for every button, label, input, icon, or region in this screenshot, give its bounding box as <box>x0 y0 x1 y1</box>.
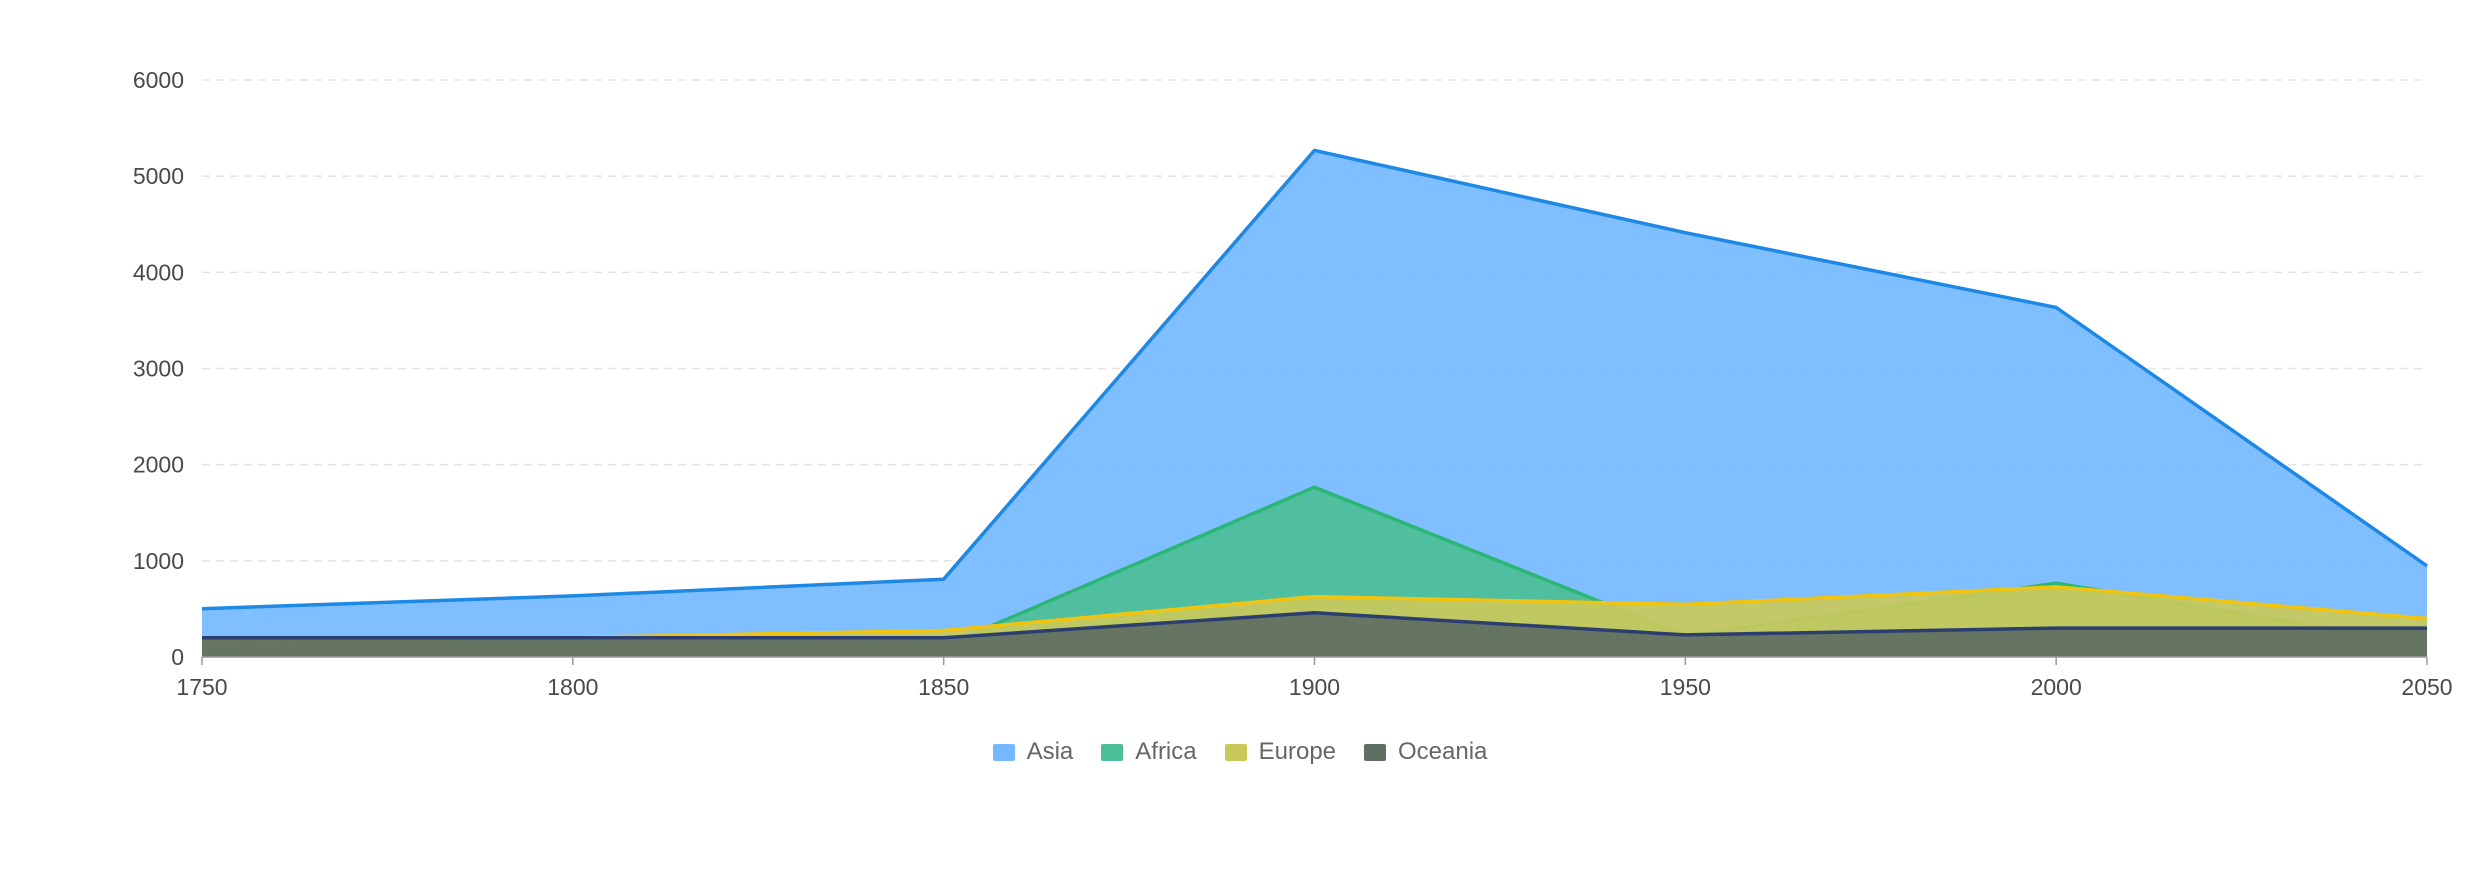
y-tick-label: 6000 <box>133 67 184 93</box>
legend-swatch <box>1224 743 1247 761</box>
x-tick-label: 1800 <box>547 674 598 700</box>
legend: Asia Africa Europe Oceania <box>0 738 2480 766</box>
x-tick-label: 2000 <box>2031 674 2082 700</box>
legend-label: Oceania <box>1398 738 1488 765</box>
series-area-asia <box>202 150 2427 657</box>
series-line-asia <box>201 148 2429 611</box>
legend-swatch <box>1364 743 1387 761</box>
legend-item-europe[interactable]: Europe <box>1224 738 1337 766</box>
area-chart: 0 1000 2000 3000 4000 5000 6000 1750 1800 1850 190… <box>133 67 2453 700</box>
series-areas <box>201 148 2429 657</box>
y-tick-label: 2000 <box>133 452 184 478</box>
legend-swatch <box>1101 743 1124 761</box>
axes: 0 1000 2000 3000 4000 5000 6000 1750 1800 1850 190… <box>133 67 2453 700</box>
x-tick-label: 1850 <box>918 674 969 700</box>
x-tick-label: 1950 <box>1660 674 1711 700</box>
y-tick-label: 1000 <box>133 548 184 574</box>
x-tick-label: 1750 <box>176 674 227 700</box>
legend-swatch <box>992 743 1015 761</box>
legend-label: Africa <box>1135 738 1197 765</box>
legend-item-oceania[interactable]: Oceania <box>1364 738 1487 766</box>
y-tick-label: 0 <box>171 644 184 670</box>
x-tick-label: 1900 <box>1289 674 1340 700</box>
x-tick-label: 2050 <box>2401 674 2452 700</box>
legend-label: Asia <box>1026 738 1074 765</box>
legend-item-africa[interactable]: Africa <box>1101 738 1197 766</box>
y-tick-label: 4000 <box>133 259 184 285</box>
legend-item-asia[interactable]: Asia <box>992 738 1074 766</box>
y-tick-label: 3000 <box>133 356 184 382</box>
series-area-oceania <box>202 612 2427 657</box>
series-line-oceania <box>202 611 2427 640</box>
legend-label: Europe <box>1258 738 1337 765</box>
y-tick-label: 5000 <box>133 163 184 189</box>
